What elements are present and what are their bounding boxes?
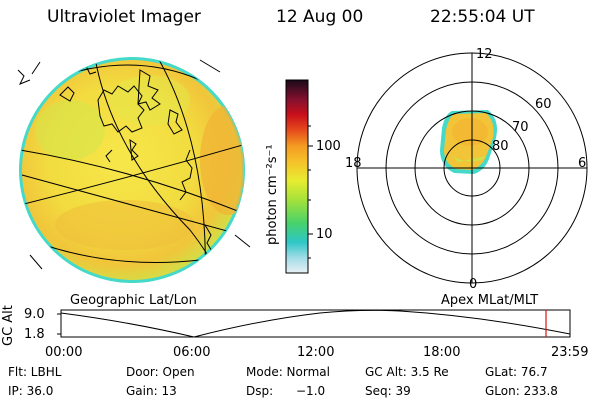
polar-emission-region [440, 110, 497, 174]
mlt-label-12: 12 [476, 47, 493, 62]
ip-info: IP: 36.0 [8, 384, 54, 398]
altitude-xtick-1200: 12:00 [297, 345, 335, 360]
altitude-ytick-9: 9.0 [24, 307, 45, 322]
dsp-info-label: Dsp: [246, 384, 274, 398]
altitude-ytick-1-8: 1.8 [24, 327, 45, 342]
mlt-label-18: 18 [345, 156, 362, 171]
dsp-info-value: −1.0 [296, 384, 326, 398]
geographic-panel-label: Geographic Lat/Lon [70, 293, 197, 308]
apex-panel-label: Apex MLat/MLT [441, 293, 539, 308]
date-label: 12 Aug 00 [276, 7, 364, 27]
globe-coastlines [59, 65, 214, 254]
lat-label-80: 80 [492, 139, 509, 154]
colorbar [285, 79, 313, 274]
glon-info: GLon: 233.8 [485, 384, 558, 398]
globe-outer-lines [17, 59, 251, 270]
altitude-xtick-0600: 06:00 [173, 345, 211, 360]
lat-label-60: 60 [535, 97, 552, 112]
instrument-title: Ultraviolet Imager [47, 7, 201, 27]
mlt-label-6: 6 [578, 156, 587, 171]
altitude-ylabel: GC Alt [1, 305, 16, 346]
geographic-globe [17, 57, 251, 283]
altitude-xtick-0000: 00:00 [45, 345, 83, 360]
altitude-plot [57, 309, 571, 338]
gc-alt-info: GC Alt: 3.5 Re [365, 365, 449, 379]
colorbar-tick-10: 10 [316, 227, 333, 242]
door-info: Door: Open [126, 365, 195, 379]
globe-intensity-patches [35, 75, 244, 250]
altitude-xtick-2359: 23:59 [551, 345, 589, 360]
altitude-xtick-1800: 18:00 [423, 345, 461, 360]
glat-info: GLat: 76.7 [485, 365, 548, 379]
mode-info: Mode: Normal [246, 365, 330, 379]
colorbar-tick-100: 100 [316, 139, 341, 154]
polar-plot [356, 52, 588, 284]
seq-info: Seq: 39 [365, 384, 411, 398]
gain-info: Gain: 13 [126, 384, 177, 398]
filter-info: Flt: LBHL [8, 365, 62, 379]
time-label: 22:55:04 UT [430, 7, 535, 27]
lat-label-70: 70 [512, 120, 529, 135]
altitude-trace [60, 309, 571, 338]
mlt-label-0: 0 [469, 277, 478, 292]
colorbar-unit-label: photon cm⁻²s⁻¹ [265, 144, 280, 245]
